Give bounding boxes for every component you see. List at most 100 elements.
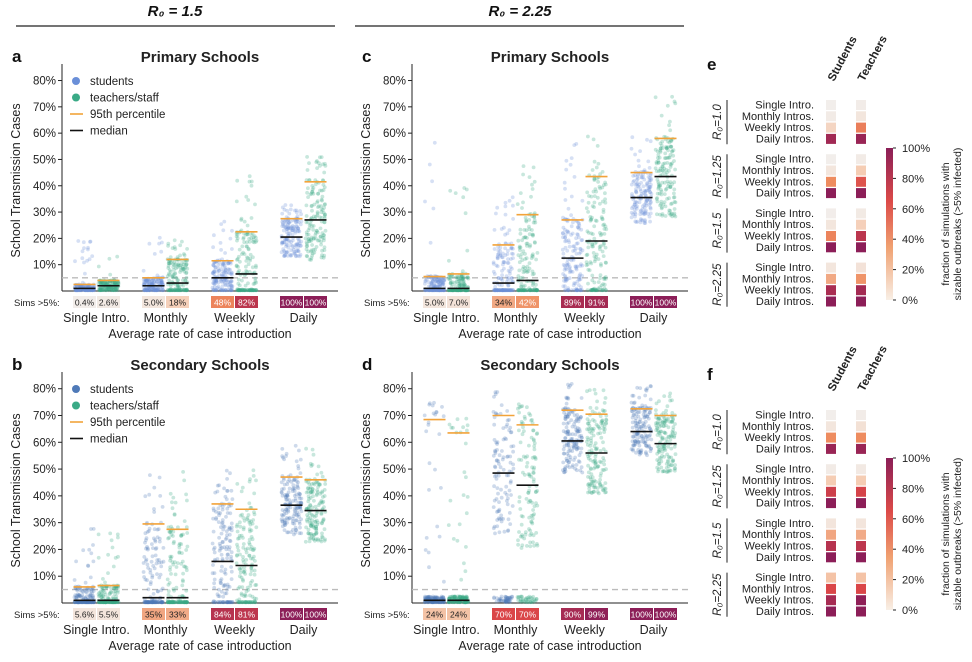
- panel-title: Secondary Schools: [480, 357, 619, 374]
- scatter-point: [75, 288, 80, 293]
- scatter-point: [497, 530, 502, 535]
- scatter-point: [319, 197, 324, 202]
- scatter-point: [601, 409, 606, 414]
- scatter-point: [591, 480, 596, 484]
- scatter-point: [286, 226, 291, 231]
- scatter-point: [283, 222, 288, 227]
- scatter-point: [525, 544, 529, 548]
- scatter-point: [101, 593, 105, 598]
- scatter-point: [603, 486, 608, 491]
- scatter-point: [522, 414, 527, 419]
- scatter-point: [248, 600, 253, 605]
- scatter-point: [501, 262, 505, 267]
- scatter-point: [104, 287, 109, 291]
- scatter-point: [222, 279, 226, 284]
- scatter-point: [298, 222, 303, 227]
- y-axis-label: School Transmission Cases: [359, 103, 373, 257]
- scatter-point: [151, 287, 156, 292]
- scatter-point: [237, 574, 242, 579]
- scatter-point: [230, 284, 235, 288]
- scatter-point: [315, 492, 319, 496]
- scatter-point: [280, 454, 285, 458]
- scatter-point: [87, 288, 91, 293]
- scatter-point: [667, 155, 672, 160]
- scatter-point: [229, 525, 234, 530]
- scatter-point: [254, 583, 259, 587]
- scatter-point: [245, 255, 249, 260]
- scatter-point: [218, 511, 223, 515]
- scatter-point: [229, 521, 234, 526]
- scatter-point: [172, 539, 176, 544]
- scatter-point: [166, 536, 171, 541]
- scatter-point: [101, 281, 105, 286]
- scatter-point: [563, 186, 567, 191]
- scatter-point: [668, 184, 673, 189]
- scatter-point: [307, 497, 311, 501]
- scatter-point: [87, 547, 92, 552]
- scatter-point: [180, 559, 185, 564]
- scatter-point: [145, 562, 150, 567]
- scatter-point: [219, 267, 224, 271]
- scatter-point: [158, 494, 163, 498]
- scatter-point: [292, 478, 297, 482]
- scatter-point: [115, 254, 120, 259]
- scatter-point: [423, 548, 428, 552]
- scatter-point: [227, 282, 232, 287]
- scatter-point: [586, 267, 591, 272]
- scatter-point: [631, 393, 636, 398]
- scatter-point: [75, 288, 80, 293]
- scatter-point: [315, 472, 320, 477]
- scatter-point: [492, 422, 497, 427]
- scatter-point: [224, 497, 229, 502]
- scatter-point: [251, 288, 255, 293]
- scatter-point: [283, 237, 287, 242]
- scatter-point: [491, 269, 496, 274]
- scatter-point: [149, 286, 154, 291]
- scatter-point: [150, 287, 155, 292]
- scatter-point: [212, 272, 217, 276]
- scatter-point: [142, 280, 146, 285]
- scatter-point: [107, 287, 111, 292]
- scatter-point: [672, 207, 677, 211]
- scatter-point: [294, 253, 298, 258]
- scatter-point: [248, 477, 252, 482]
- scatter-point: [225, 278, 229, 282]
- scatter-point: [591, 418, 595, 422]
- scatter-point: [495, 596, 499, 601]
- scatter-point: [563, 273, 567, 278]
- scatter-point: [597, 425, 601, 429]
- scatter-point: [179, 262, 184, 266]
- y-tick-label: 70%: [383, 411, 406, 423]
- sims-badge-label: 100%: [305, 298, 327, 308]
- scatter-point: [113, 281, 117, 286]
- scatter-point: [235, 232, 240, 237]
- scatter-point: [493, 474, 497, 479]
- scatter-point: [211, 281, 216, 285]
- scatter-point: [599, 288, 604, 293]
- scatter-point: [111, 564, 116, 569]
- scatter-point: [585, 229, 590, 234]
- scatter-point: [280, 219, 285, 224]
- scatter-point: [497, 500, 501, 504]
- scatter-point: [566, 288, 571, 293]
- y-tick-label: 20%: [33, 233, 56, 245]
- scatter-point: [584, 206, 589, 211]
- scatter-point: [212, 269, 217, 274]
- scatter-point: [510, 195, 515, 200]
- scatter-point: [509, 479, 513, 484]
- scatter-point: [663, 431, 668, 436]
- scatter-point: [235, 542, 239, 547]
- y-tick-label: 20%: [33, 544, 56, 556]
- scatter-point: [531, 470, 536, 475]
- scatter-point: [423, 281, 427, 286]
- sims-label: Sims >5%:: [364, 298, 410, 309]
- scatter-point: [229, 569, 234, 574]
- scatter-point: [113, 286, 117, 291]
- r0-header-right: R₀ = 2.25: [488, 3, 552, 20]
- scatter-point: [253, 559, 257, 563]
- scatter-point: [633, 219, 638, 224]
- scatter-point: [168, 530, 173, 535]
- scatter-point: [654, 408, 658, 412]
- scatter-point: [587, 429, 592, 434]
- scatter-point: [299, 500, 303, 505]
